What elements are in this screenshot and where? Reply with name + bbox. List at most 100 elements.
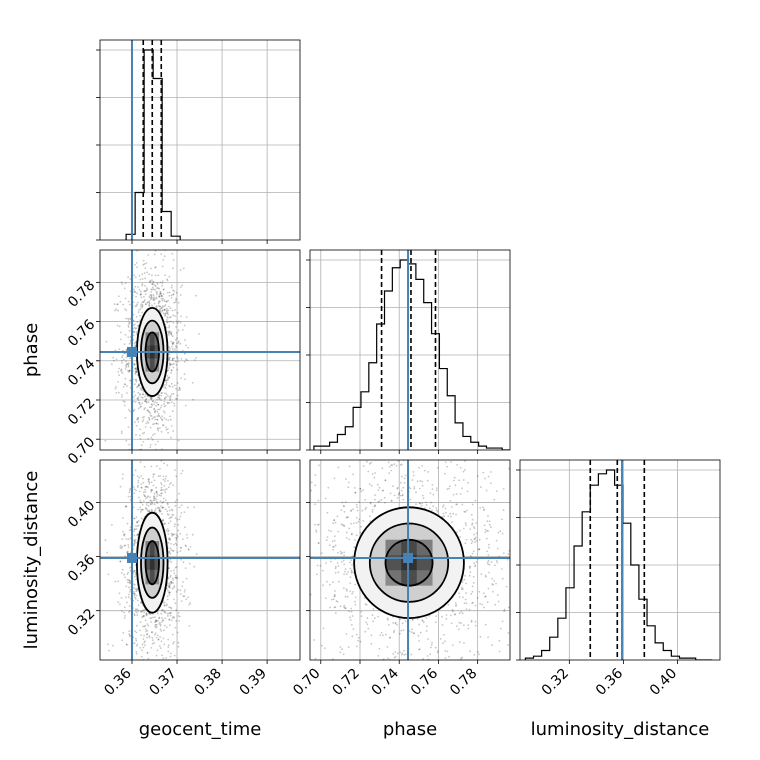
scatter-point xyxy=(141,389,144,391)
scatter-point xyxy=(119,300,122,303)
scatter-point xyxy=(376,433,378,435)
scatter-point xyxy=(139,647,142,649)
scatter-point xyxy=(159,427,161,429)
scatter-point xyxy=(485,575,487,578)
scatter-point xyxy=(150,621,153,623)
scatter-point xyxy=(120,368,123,371)
scatter-point xyxy=(170,316,172,318)
scatter-point xyxy=(158,293,161,296)
scatter-point xyxy=(332,581,334,584)
scatter-point xyxy=(335,566,337,568)
scatter-point xyxy=(162,478,165,481)
scatter-point xyxy=(431,641,433,644)
scatter-point xyxy=(159,291,162,294)
scatter-point xyxy=(133,528,136,530)
scatter-point xyxy=(499,530,502,533)
scatter-point xyxy=(381,467,384,470)
scatter-point xyxy=(470,542,473,545)
scatter-point xyxy=(401,622,404,625)
scatter-point xyxy=(160,665,162,667)
scatter-point xyxy=(170,516,173,518)
scatter-point xyxy=(169,624,171,626)
scatter-point xyxy=(172,579,175,581)
scatter-point xyxy=(394,622,397,625)
scatter-point xyxy=(148,636,151,639)
scatter-point xyxy=(455,605,457,607)
scatter-point xyxy=(155,619,157,622)
scatter-point xyxy=(175,346,178,349)
scatter-point xyxy=(156,612,159,615)
scatter-point xyxy=(350,607,353,610)
scatter-point xyxy=(133,290,136,293)
scatter-point xyxy=(165,383,168,386)
scatter-point xyxy=(138,490,141,493)
scatter-point xyxy=(132,486,135,488)
scatter-point xyxy=(123,534,126,537)
scatter-point xyxy=(435,507,437,509)
scatter-point xyxy=(162,519,164,522)
scatter-point xyxy=(175,566,178,568)
scatter-point xyxy=(177,301,180,304)
scatter-point xyxy=(127,546,130,548)
scatter-point xyxy=(421,494,424,497)
scatter-point xyxy=(145,400,148,403)
scatter-point xyxy=(133,592,136,595)
scatter-point xyxy=(160,660,162,662)
scatter-point xyxy=(123,383,126,385)
scatter-point xyxy=(354,663,356,665)
scatter-point xyxy=(152,616,154,619)
scatter-point xyxy=(132,506,135,509)
scatter-point xyxy=(144,407,147,409)
scatter-point xyxy=(168,486,170,489)
scatter-point xyxy=(150,244,152,246)
scatter-point xyxy=(350,533,353,536)
scatter-point xyxy=(176,551,179,553)
scatter-point xyxy=(180,512,183,514)
scatter-point xyxy=(484,623,487,626)
scatter-point xyxy=(117,371,120,373)
scatter-point xyxy=(492,590,494,593)
scatter-point xyxy=(501,577,504,580)
scatter-point xyxy=(150,397,152,400)
scatter-point xyxy=(162,619,165,622)
scatter-point xyxy=(145,613,148,616)
scatter-point xyxy=(161,299,164,302)
scatter-point xyxy=(458,628,460,631)
scatter-point xyxy=(403,649,405,652)
scatter-point xyxy=(170,482,173,484)
scatter-point xyxy=(163,611,166,613)
scatter-point xyxy=(346,516,348,518)
scatter-point xyxy=(160,640,163,643)
scatter-point xyxy=(117,381,119,383)
scatter-point xyxy=(398,703,400,705)
density-luminosity_distance_vs_geocent_time xyxy=(100,460,300,667)
scatter-point xyxy=(347,646,350,648)
scatter-point xyxy=(125,601,128,604)
scatter-point xyxy=(147,495,150,498)
scatter-point xyxy=(177,389,180,392)
scatter-point xyxy=(167,646,170,648)
scatter-point xyxy=(184,567,187,569)
scatter-point xyxy=(400,419,402,421)
scatter-point xyxy=(129,537,132,540)
scatter-point xyxy=(133,594,136,596)
scatter-point xyxy=(294,562,296,564)
scatter-point xyxy=(127,581,129,584)
scatter-point xyxy=(484,528,487,531)
scatter-point xyxy=(164,617,167,620)
scatter-point xyxy=(139,294,142,296)
scatter-point xyxy=(107,573,110,576)
scatter-point xyxy=(158,408,161,411)
scatter-point xyxy=(180,286,182,288)
scatter-point xyxy=(136,525,139,527)
scatter-point xyxy=(155,623,158,626)
scatter-point xyxy=(330,530,333,533)
scatter-point xyxy=(121,610,123,612)
scatter-point xyxy=(295,509,297,511)
scatter-point xyxy=(323,647,326,650)
scatter-point xyxy=(178,506,181,509)
scatter-point xyxy=(345,516,348,519)
scatter-point xyxy=(154,626,157,629)
scatter-point xyxy=(150,508,153,511)
scatter-point xyxy=(151,283,154,286)
